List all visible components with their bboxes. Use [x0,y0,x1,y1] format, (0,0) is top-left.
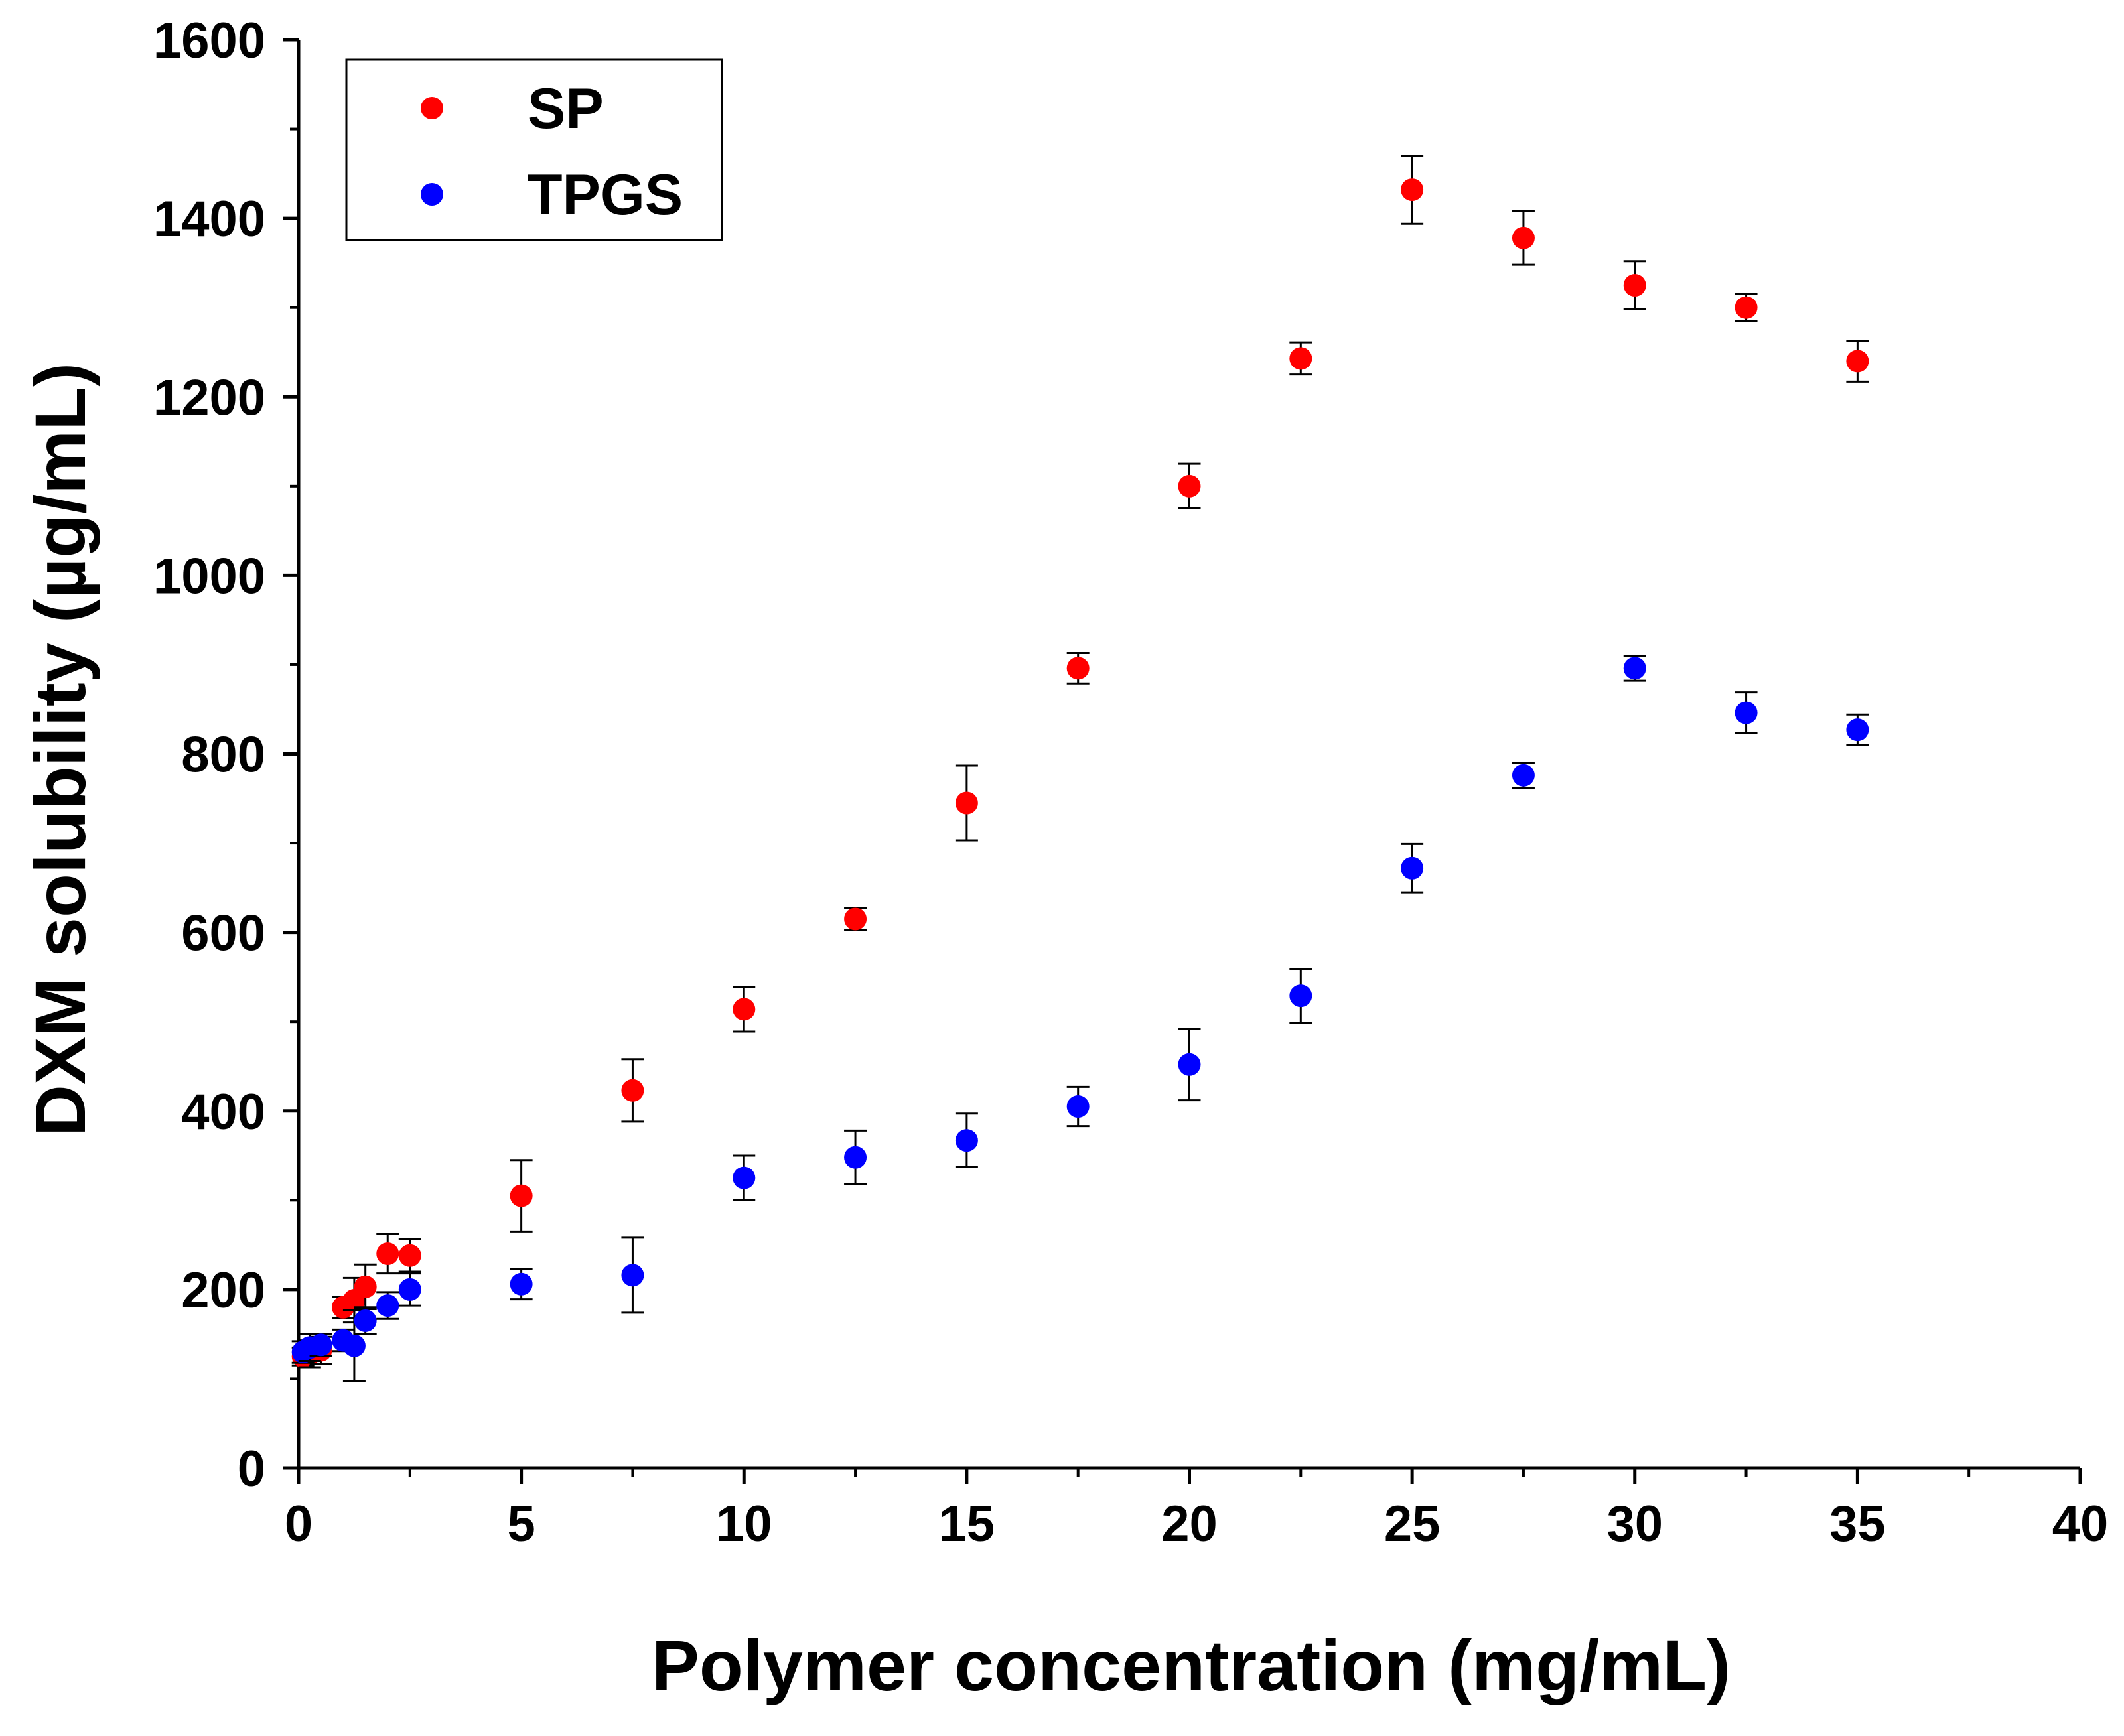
x-tick-label: 30 [1606,1496,1663,1552]
data-point-tpgs [342,1334,366,1357]
data-point-sp [398,1244,421,1267]
data-point-sp [376,1242,399,1266]
data-point-tpgs [1623,657,1646,680]
x-tick-label: 20 [1161,1496,1218,1552]
x-tick-label: 5 [507,1496,535,1552]
data-point-sp [1178,474,1201,498]
data-point-tpgs [844,1146,867,1169]
data-point-tpgs [733,1166,756,1189]
x-tick-label: 40 [2052,1496,2109,1552]
x-tick-label: 25 [1384,1496,1441,1552]
data-point-tpgs [1289,984,1312,1008]
data-point-tpgs [621,1264,644,1287]
data-point-sp [1066,657,1090,680]
legend-label-sp: SP [528,77,604,141]
data-point-tpgs [1401,856,1424,880]
data-point-tpgs [1846,718,1869,742]
data-point-sp [354,1275,377,1298]
x-tick-label: 35 [1829,1496,1886,1552]
legend-marker-tpgs [421,183,443,206]
axes: 0 200 400 600 800 1000 1200 1400 1600 0 5 10 15 20 25 3… [153,13,2108,1552]
y-axis-title: DXM solubility (µg/mL) [20,363,100,1136]
data-point-sp [955,791,978,815]
data-point-tpgs [1178,1053,1201,1076]
data-point-sp [1401,178,1424,202]
legend-label-tpgs: TPGS [528,163,683,227]
data-point-sp [510,1184,533,1207]
data-point-sp [1623,274,1646,297]
y-tick-label: 400 [181,1084,265,1140]
data-point-sp [1846,350,1869,373]
data-point-tpgs [354,1309,377,1332]
series-tpgs [291,654,1869,1382]
data-point-tpgs [510,1272,533,1296]
data-point-tpgs [1512,764,1535,787]
data-point-tpgs [1735,701,1758,724]
y-tick-label: 1000 [153,548,265,604]
data-point-sp [844,907,867,931]
series-layer [291,155,1869,1382]
series-sp [291,155,1869,1369]
x-axis-title: Polymer concentration (mg/mL) [652,1625,1731,1705]
data-point-tpgs [309,1333,332,1357]
x-tick-label: 10 [716,1496,772,1552]
y-tick-label: 1600 [153,13,265,69]
data-point-sp [1735,296,1758,319]
y-tick-label: 1400 [153,191,265,247]
legend: SP TPGS [345,58,723,241]
data-point-sp [733,998,756,1021]
data-point-tpgs [376,1294,399,1317]
legend-box [345,58,723,241]
x-tick-label: 15 [939,1496,995,1552]
y-tick-label: 600 [181,905,265,962]
y-tick-label: 1200 [153,369,265,426]
data-point-tpgs [398,1278,421,1301]
x-tick-label: 0 [285,1496,313,1552]
y-tick-label: 0 [238,1441,265,1497]
y-tick-label: 200 [181,1262,265,1319]
y-tick-label: 800 [181,727,265,783]
data-point-tpgs [1066,1095,1090,1118]
data-point-sp [621,1079,644,1102]
legend-marker-sp [421,97,443,119]
data-point-sp [1289,347,1312,370]
data-point-tpgs [955,1129,978,1152]
data-point-sp [1512,226,1535,249]
